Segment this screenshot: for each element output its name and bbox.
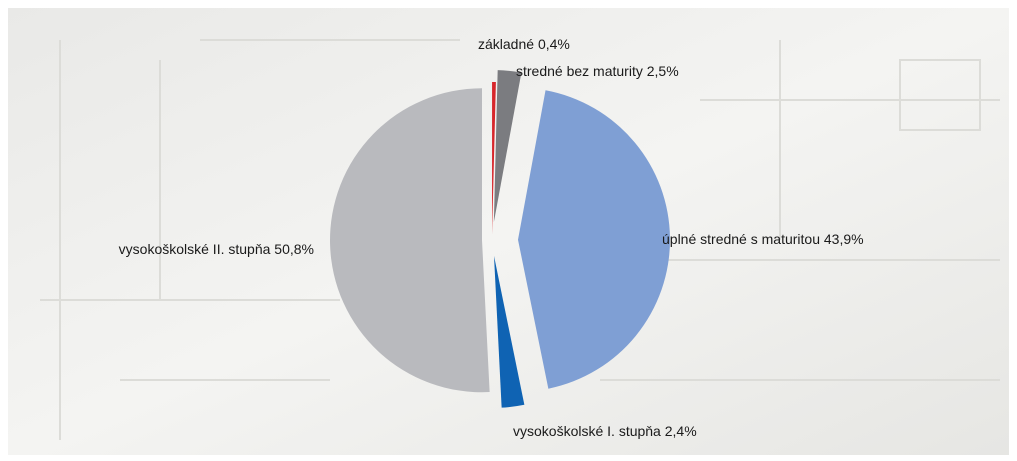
value-label: 50,8% bbox=[274, 241, 314, 257]
category-label: základné bbox=[478, 36, 534, 52]
category-label: úplné stredné s maturitou bbox=[662, 231, 820, 247]
slice-label: stredné bez maturity 2,5% bbox=[516, 63, 679, 79]
category-label: stredné bez maturity bbox=[516, 63, 643, 79]
value-label: 43,9% bbox=[824, 231, 864, 247]
slice-label: základné 0,4% bbox=[478, 36, 570, 52]
value-label: 0,4% bbox=[538, 36, 570, 52]
chart: základné 0,4% stredné bez maturity 2,5% úp… bbox=[0, 0, 1017, 461]
slice-label: vysokoškolské II. stupňa 50,8% bbox=[119, 241, 314, 257]
slice-label: vysokoškolské I. stupňa 2,4% bbox=[513, 423, 697, 439]
slice-label: úplné stredné s maturitou 43,9% bbox=[662, 231, 864, 247]
category-label: vysokoškolské I. stupňa bbox=[513, 423, 661, 439]
category-label: vysokoškolské II. stupňa bbox=[119, 241, 271, 257]
value-label: 2,5% bbox=[647, 63, 679, 79]
page: základné 0,4% stredné bez maturity 2,5% úp… bbox=[0, 0, 1017, 461]
value-label: 2,4% bbox=[665, 423, 697, 439]
